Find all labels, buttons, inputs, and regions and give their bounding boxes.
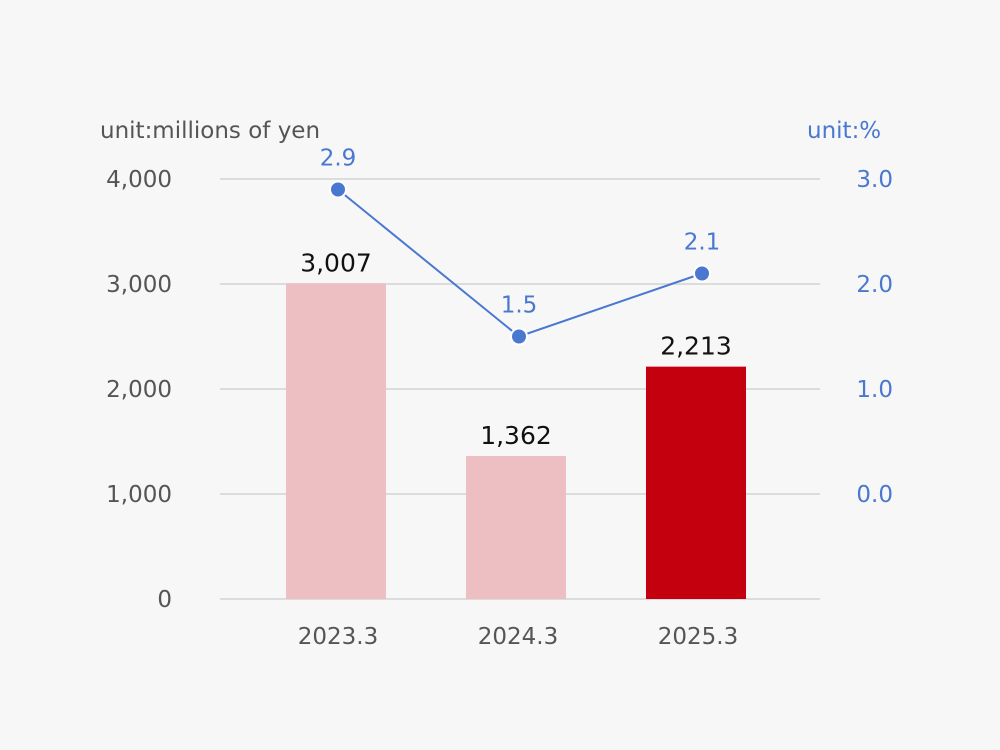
- bar-value-label: 1,362: [480, 421, 552, 450]
- left-tick-label: 3,000: [106, 272, 172, 298]
- line-value-label: 1.5: [501, 293, 538, 319]
- x-tick-label: 2025.3: [658, 624, 738, 650]
- bar: [646, 366, 746, 599]
- bar-series: [286, 283, 746, 599]
- x-tick-label: 2023.3: [298, 624, 378, 650]
- left-tick-label: 2,000: [106, 377, 172, 403]
- line-value-label: 2.9: [320, 146, 357, 172]
- right-tick-label: 2.0: [856, 272, 893, 298]
- right-tick-label: 1.0: [856, 377, 893, 403]
- left-axis-unit-label: unit:millions of yen: [100, 118, 321, 144]
- bar: [466, 455, 566, 599]
- left-tick-label: 1,000: [106, 482, 172, 508]
- x-axis-tick-labels: 2023.3 2024.3 2025.3: [298, 624, 738, 650]
- left-tick-label: 0: [157, 587, 172, 613]
- line-point: [329, 180, 347, 199]
- bar-value-label: 3,007: [300, 248, 372, 277]
- line-point: [693, 264, 711, 283]
- bar-value-label: 2,213: [660, 332, 732, 361]
- right-axis-ticks: 0.0 1.0 2.0 3.0: [856, 167, 893, 508]
- right-tick-label: 3.0: [856, 167, 893, 193]
- line-value-label: 2.1: [684, 230, 721, 256]
- x-tick-label: 2024.3: [478, 624, 558, 650]
- line-series: 2.9 1.5 2.1: [320, 146, 721, 346]
- bar: [286, 283, 386, 599]
- left-axis-ticks: 0 1,000 2,000 3,000 4,000: [106, 167, 172, 613]
- right-tick-label: 0.0: [856, 482, 893, 508]
- left-tick-label: 4,000: [106, 167, 172, 193]
- bar-value-labels: 3,007 1,362 2,213: [300, 248, 732, 450]
- right-axis-unit-label: unit:%: [807, 118, 882, 144]
- line-point: [510, 327, 528, 346]
